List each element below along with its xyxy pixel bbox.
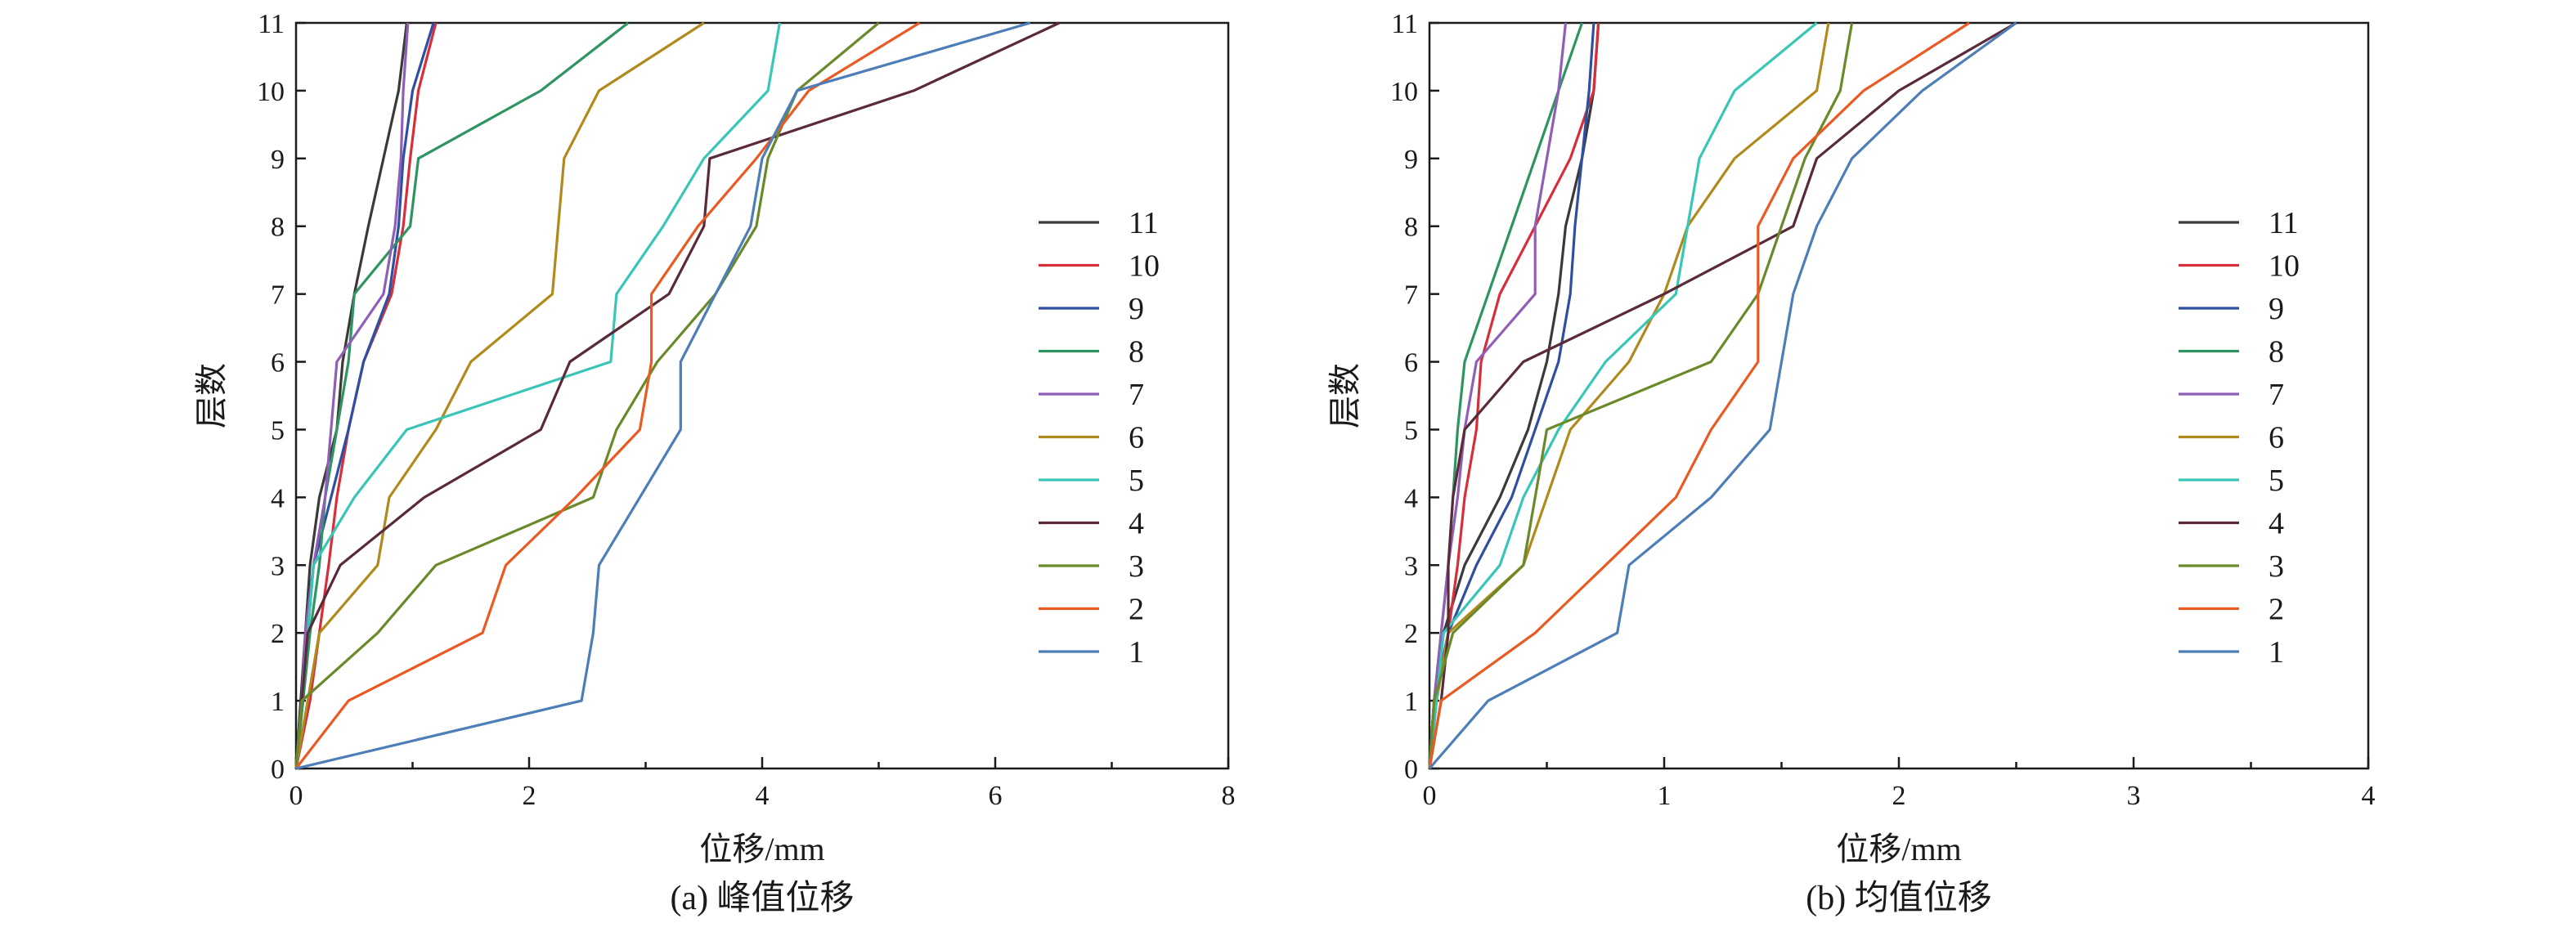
legend-label-b-10: 10 — [2269, 249, 2300, 284]
y-tick-label-a: 0 — [271, 755, 285, 785]
caption-b: (b) 均值位移 — [1806, 879, 1991, 917]
series-line-b-7 — [1428, 22, 1568, 769]
series-line-a-3 — [294, 21, 880, 769]
series-line-a-10 — [294, 22, 438, 769]
axis-ticks-a: 0 2 4 6 8 0 1 2 3 4 5 6 7 8 9 10 11 — [257, 9, 1236, 811]
y-axis-title-a: 层数 — [193, 363, 230, 428]
legend-label-b-11: 11 — [2269, 206, 2299, 240]
series-line-a-5 — [294, 22, 781, 769]
series-line-b-1 — [1428, 21, 2017, 770]
legend-label-b-9: 9 — [2269, 292, 2284, 326]
y-tick-label-a: 7 — [271, 280, 285, 311]
series-line-a-4 — [294, 21, 1061, 769]
series-line-a-2 — [294, 21, 921, 769]
legend-label-b-7: 7 — [2269, 378, 2284, 412]
y-tick-label-b: 2 — [1404, 619, 1418, 649]
x-axis-title-b: 位移/mm — [1836, 831, 1961, 867]
y-tick-label-a: 6 — [271, 348, 285, 379]
y-tick-label-b: 1 — [1404, 687, 1418, 717]
y-tick-label-b: 11 — [1391, 9, 1418, 39]
y-tick-label-b: 7 — [1404, 280, 1418, 311]
series-line-a-1 — [295, 21, 1031, 770]
legend-label-a-10: 10 — [1129, 249, 1160, 284]
y-tick-label-b: 3 — [1404, 551, 1418, 581]
legend-label-a-11: 11 — [1129, 206, 1159, 240]
legend-label-a-5: 5 — [1129, 464, 1144, 498]
x-tick-label-b: 2 — [1892, 781, 1906, 811]
y-tick-label-b: 6 — [1404, 348, 1418, 379]
series-line-b-3 — [1428, 22, 1854, 769]
legend-label-a-6: 6 — [1129, 421, 1144, 455]
series-line-b-5 — [1428, 21, 1818, 769]
series-lines-b — [1428, 21, 2017, 770]
y-tick-label-a: 2 — [271, 619, 285, 649]
series-lines-a — [294, 21, 1061, 770]
y-tick-label-a: 11 — [258, 9, 285, 39]
y-tick-label-a: 1 — [271, 687, 285, 717]
y-tick-label-a: 10 — [257, 77, 285, 107]
legend-label-b-1: 1 — [2269, 635, 2284, 670]
legend-label-b-3: 3 — [2269, 549, 2284, 584]
legend-label-b-5: 5 — [2269, 464, 2284, 498]
x-tick-label-b: 1 — [1658, 781, 1672, 811]
series-line-b-4 — [1428, 21, 2017, 769]
y-tick-label-b: 10 — [1390, 77, 1418, 107]
y-tick-label-b: 8 — [1404, 213, 1418, 243]
legend-label-b-4: 4 — [2269, 507, 2284, 541]
series-line-b-8 — [1428, 22, 1584, 769]
legend-label-a-9: 9 — [1129, 292, 1144, 326]
series-line-a-7 — [294, 22, 410, 769]
series-line-b-9 — [1428, 22, 1595, 769]
x-tick-label-b: 4 — [2362, 781, 2376, 811]
x-tick-label-a: 6 — [989, 781, 1003, 811]
y-tick-label-a: 3 — [271, 551, 285, 581]
caption-a: (a) 峰值位移 — [670, 879, 854, 917]
x-tick-label-a: 2 — [523, 781, 536, 811]
y-tick-label-b: 9 — [1404, 145, 1418, 175]
y-tick-label-b: 0 — [1404, 755, 1418, 785]
series-line-a-8 — [294, 21, 630, 769]
x-tick-label-a: 8 — [1222, 781, 1236, 811]
series-line-a-6 — [294, 21, 705, 769]
legend-label-b-2: 2 — [2269, 593, 2284, 627]
y-tick-label-a: 9 — [271, 145, 285, 175]
axis-ticks-b: 0 1 2 3 4 0 1 2 3 4 5 6 7 8 9 10 11 — [1390, 9, 2376, 811]
y-tick-label-b: 5 — [1404, 415, 1418, 446]
legend-label-a-3: 3 — [1129, 549, 1144, 584]
legend-a: 11 10 9 8 7 6 5 4 3 2 1 — [1039, 206, 1160, 670]
legend-b: 11 10 9 8 7 6 5 4 3 2 1 — [2179, 206, 2300, 670]
y-tick-label-a: 8 — [271, 213, 285, 243]
legend-label-a-7: 7 — [1129, 378, 1144, 412]
x-tick-label-b: 3 — [2127, 781, 2141, 811]
x-tick-label-b: 0 — [1423, 781, 1437, 811]
y-tick-label-b: 4 — [1404, 483, 1418, 513]
legend-label-a-8: 8 — [1129, 335, 1144, 370]
legend-label-a-1: 1 — [1129, 635, 1144, 670]
legend-label-a-2: 2 — [1129, 593, 1144, 627]
legend-label-b-8: 8 — [2269, 335, 2284, 370]
legend-label-a-4: 4 — [1129, 507, 1144, 541]
x-axis-title-a: 位移/mm — [699, 831, 824, 867]
x-tick-label-a: 4 — [756, 781, 770, 811]
series-line-b-2 — [1428, 21, 1970, 769]
y-tick-label-a: 4 — [271, 483, 285, 513]
legend-label-b-6: 6 — [2269, 421, 2284, 455]
x-tick-label-a: 0 — [289, 781, 303, 811]
y-tick-label-a: 5 — [271, 415, 285, 446]
y-axis-title-b: 层数 — [1326, 363, 1363, 428]
